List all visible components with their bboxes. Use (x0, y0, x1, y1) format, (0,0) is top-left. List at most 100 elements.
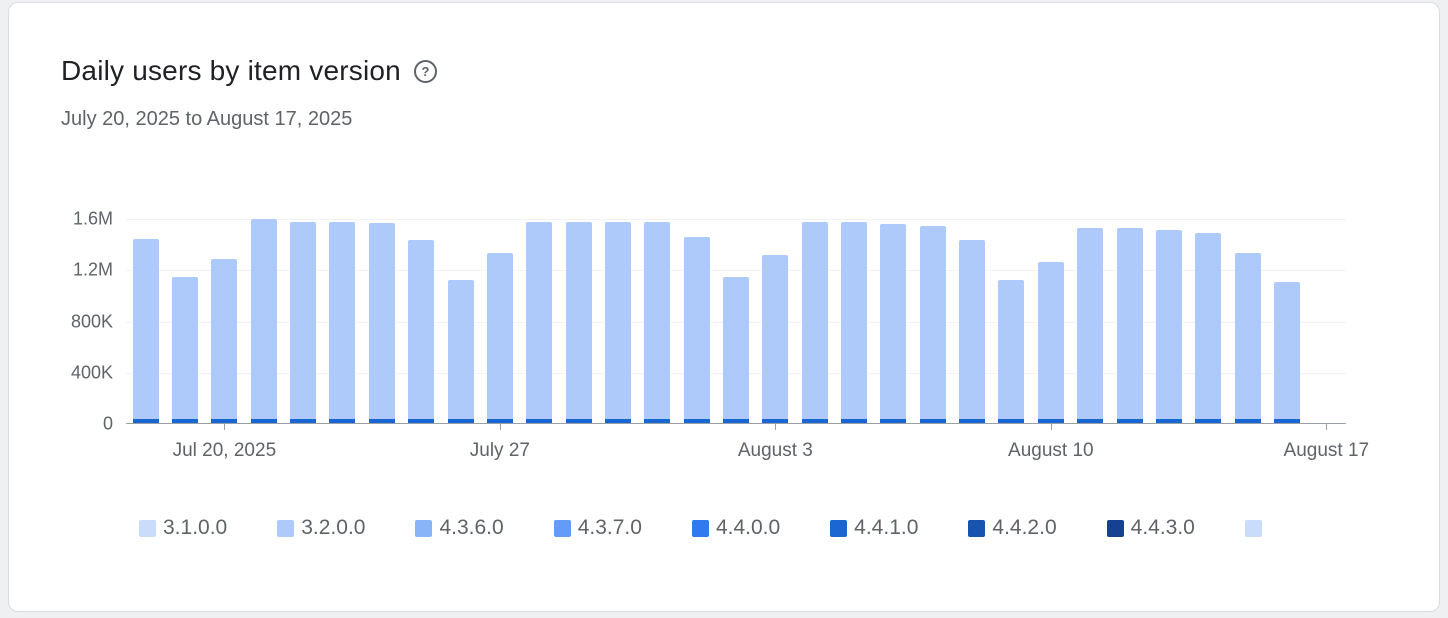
y-axis-label: 400K (70, 362, 113, 383)
bar-segment-4.4.1.0 (1155, 419, 1182, 423)
bar-segment-4.4.1.0 (132, 419, 159, 423)
bar-segment-3.2.0.0 (762, 255, 789, 420)
legend-label: 4.3.7.0 (577, 516, 642, 539)
bar-segment-3.2.0.0 (1273, 282, 1300, 420)
bar-aug-4[interactable] (801, 221, 828, 423)
x-tick-mark (1050, 424, 1052, 430)
bar-segment-4.4.1.0 (447, 419, 474, 423)
bar-aug-14[interactable] (1195, 233, 1222, 423)
legend-item-4.4.3.0[interactable]: 4.4.3.0 (1106, 516, 1195, 540)
bar-segment-3.2.0.0 (368, 223, 395, 420)
x-axis: Jul 20, 2025 July 27 August 3 August 10 Augu… (126, 424, 1369, 474)
bar-jul-26[interactable] (447, 279, 474, 423)
bar-jul-22[interactable] (290, 221, 317, 423)
y-axis-label: 0 (102, 413, 113, 434)
legend-swatch (1106, 519, 1124, 537)
legend-item-4.3.6.0[interactable]: 4.3.6.0 (415, 516, 504, 540)
bar-jul-20[interactable] (211, 259, 238, 423)
x-axis-label: Jul 20, 2025 (172, 440, 277, 461)
x-tick-mark (1326, 424, 1328, 430)
bar-aug-8[interactable] (959, 239, 986, 423)
bar-segment-3.2.0.0 (919, 225, 946, 420)
bar-segment-4.4.1.0 (880, 419, 907, 423)
bar-segment-4.4.1.0 (801, 419, 828, 423)
legend-item-3.1.0.0[interactable]: 3.1.0.0 (139, 516, 227, 540)
bar-segment-3.2.0.0 (998, 279, 1025, 420)
bar-aug-1[interactable] (683, 237, 710, 423)
bar-segment-3.2.0.0 (1116, 228, 1143, 420)
bar-jul-28[interactable] (526, 221, 553, 423)
bar-segment-4.4.1.0 (762, 419, 789, 423)
y-axis-label: 800K (70, 311, 113, 331)
x-tick-mark (224, 424, 226, 430)
bar-segment-4.4.1.0 (1273, 419, 1300, 423)
bar-jul-21[interactable] (250, 219, 277, 423)
bar-aug-15[interactable] (1234, 252, 1261, 423)
bar-jul-19[interactable] (172, 276, 199, 423)
bar-segment-4.4.1.0 (1037, 419, 1064, 423)
bar-segment-4.4.1.0 (290, 419, 317, 423)
plot-area (126, 219, 1346, 424)
bar-aug-2[interactable] (723, 276, 749, 423)
bar-segment-4.4.1.0 (644, 419, 671, 423)
date-range-subtitle: July 20, 2025 to August 17, 2025 (61, 108, 353, 130)
bar-jul-31[interactable] (644, 221, 671, 423)
bar-jul-24[interactable] (368, 223, 395, 423)
bar-segment-4.4.1.0 (408, 419, 435, 423)
bar-segment-3.2.0.0 (329, 221, 356, 420)
bar-segment-4.4.1.0 (919, 419, 946, 423)
legend-item-4.4.1.0[interactable]: 4.4.1.0 (830, 516, 918, 540)
bar-segment-4.4.1.0 (683, 419, 710, 423)
y-axis-label: 1.2M (72, 259, 113, 280)
legend-label: 4.4.1.0 (854, 516, 919, 539)
bar-segment-3.2.0.0 (486, 252, 513, 420)
bar-aug-5[interactable] (841, 221, 868, 423)
bar-jul-25[interactable] (408, 239, 435, 423)
bar-segment-3.2.0.0 (1234, 252, 1261, 420)
bar-aug-16[interactable] (1273, 282, 1300, 423)
bar-segment-4.4.1.0 (565, 419, 592, 423)
bar-aug-6[interactable] (880, 224, 907, 423)
gridline (126, 270, 1346, 272)
daily-users-card: Daily users by item version ? July 20, 2… (8, 2, 1440, 612)
bar-segment-3.2.0.0 (841, 221, 868, 420)
bar-segment-3.2.0.0 (880, 224, 907, 420)
legend-swatch (1244, 519, 1262, 537)
help-icon[interactable]: ? (413, 59, 437, 83)
bar-segment-4.4.1.0 (723, 419, 749, 423)
legend-item-truncated[interactable] (1244, 519, 1269, 537)
bar-aug-13[interactable] (1155, 229, 1182, 423)
bar-segment-4.4.1.0 (1195, 419, 1222, 423)
bar-jul-29[interactable] (565, 221, 592, 423)
bar-aug-10[interactable] (1037, 261, 1064, 423)
bar-segment-4.4.1.0 (368, 419, 395, 423)
bar-jul-27[interactable] (486, 252, 513, 423)
legend-swatch (830, 519, 848, 537)
bar-segment-4.4.1.0 (211, 419, 238, 423)
bar-aug-3[interactable] (762, 255, 789, 423)
x-axis-label: August 3 (737, 440, 813, 461)
legend-item-4.4.2.0[interactable]: 4.4.2.0 (968, 516, 1057, 540)
bar-jul-23[interactable] (329, 221, 356, 423)
bar-segment-4.4.1.0 (172, 419, 199, 423)
legend-label: 4.4.3.0 (1130, 516, 1195, 539)
y-axis-label: 1.6M (72, 208, 113, 229)
bar-aug-7[interactable] (919, 225, 946, 423)
legend-item-4.3.7.0[interactable]: 4.3.7.0 (553, 516, 642, 540)
title-row: Daily users by item version ? (61, 55, 437, 87)
bar-aug-9[interactable] (998, 279, 1025, 423)
legend-item-3.2.0.0[interactable]: 3.2.0.0 (277, 516, 365, 540)
bar-aug-11[interactable] (1077, 228, 1104, 423)
bar-segment-3.2.0.0 (211, 259, 238, 420)
bar-segment-4.4.1.0 (998, 419, 1025, 423)
bar-jul-18[interactable] (132, 238, 159, 423)
bar-aug-12[interactable] (1116, 228, 1143, 423)
bar-jul-30[interactable] (604, 221, 631, 423)
bar-segment-3.2.0.0 (604, 221, 631, 420)
bar-segment-3.2.0.0 (526, 221, 553, 420)
page-title: Daily users by item version (61, 55, 401, 86)
bar-segment-3.2.0.0 (565, 221, 592, 420)
bar-segment-3.2.0.0 (801, 221, 828, 420)
bar-segment-3.2.0.0 (250, 219, 277, 420)
legend-item-4.4.0.0[interactable]: 4.4.0.0 (691, 516, 780, 540)
